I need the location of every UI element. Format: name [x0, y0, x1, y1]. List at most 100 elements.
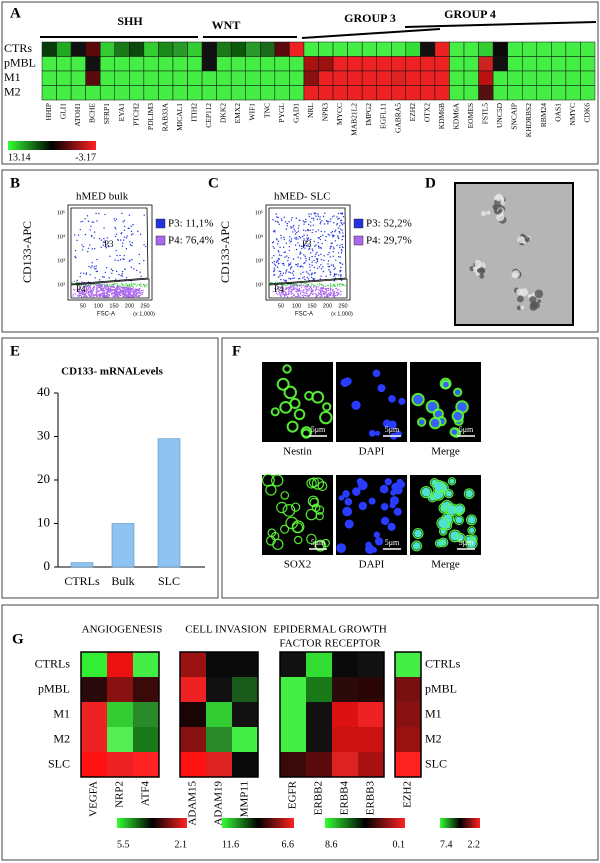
colorbar-label: 6.6	[282, 839, 295, 850]
bar	[70, 562, 94, 568]
event-dot	[272, 219, 274, 221]
event-dot	[102, 276, 104, 278]
event-dot	[328, 234, 331, 236]
event-dot	[138, 262, 141, 265]
event-dot	[331, 242, 334, 244]
event-dot	[320, 291, 322, 294]
event-dot	[136, 284, 139, 286]
stain	[434, 539, 444, 548]
legend-swatch	[155, 218, 166, 229]
cell-cluster	[472, 266, 477, 271]
event-dot	[331, 234, 334, 237]
event-dot	[336, 294, 339, 296]
event-dot	[124, 295, 126, 297]
event-dot	[272, 230, 275, 233]
heatmap-cell	[358, 752, 384, 777]
event-dot	[84, 218, 86, 220]
event-dot	[90, 295, 93, 298]
event-dot	[125, 290, 127, 293]
column-label: MMP11	[239, 781, 251, 817]
cell-cluster	[512, 272, 518, 279]
x-tick-label: 100	[292, 303, 301, 309]
event-dot	[317, 229, 320, 231]
event-dot	[320, 264, 322, 266]
event-dot	[117, 295, 119, 297]
row-label: M1	[4, 70, 21, 84]
gene-label: NRL	[306, 103, 315, 118]
event-dot	[115, 270, 118, 273]
event-dot	[111, 291, 113, 293]
event-dot	[325, 285, 327, 288]
event-dot	[310, 213, 312, 215]
event-dot	[132, 283, 134, 285]
event-dot	[86, 215, 89, 217]
heatmap-cell	[274, 41, 290, 57]
heatmap-cell	[41, 85, 57, 101]
event-dot	[107, 291, 110, 293]
event-dot	[100, 293, 103, 295]
cell-cluster	[499, 213, 503, 217]
y-tick-label: 10³	[57, 258, 65, 264]
event-dot	[83, 285, 86, 288]
heatmap-cell	[361, 85, 377, 101]
event-dot	[309, 266, 311, 268]
event-dot	[321, 242, 323, 245]
event-dot	[287, 291, 289, 293]
event-dot	[79, 275, 81, 278]
heatmap-cell	[492, 85, 508, 101]
gene-label: GABRA5	[393, 103, 402, 133]
stain	[447, 477, 457, 486]
event-dot	[138, 291, 140, 294]
y-tick-label: 10⁵	[255, 210, 263, 216]
event-dot	[298, 288, 301, 290]
nucleus	[398, 397, 406, 405]
event-dot	[328, 265, 331, 268]
event-dot	[332, 236, 334, 238]
event-dot	[325, 291, 327, 294]
event-dot	[273, 263, 276, 265]
event-dot	[315, 253, 317, 255]
event-dot	[316, 267, 319, 269]
heatmap-frame	[80, 651, 160, 778]
event-dot	[318, 266, 321, 268]
event-dot	[311, 231, 313, 234]
stain	[411, 540, 423, 552]
event-dot	[318, 284, 320, 286]
heatmap-cell	[245, 70, 261, 86]
nucleus	[465, 489, 473, 498]
bar	[111, 523, 135, 568]
gene-label: NMYC	[568, 103, 577, 126]
event-dot	[337, 227, 340, 229]
event-dot	[76, 288, 79, 291]
event-dot	[273, 229, 276, 232]
nucleus	[468, 527, 475, 534]
event-dot	[81, 249, 84, 251]
gene-label: KDM6A	[451, 102, 460, 129]
event-dot	[333, 215, 335, 217]
event-dot	[271, 257, 273, 259]
event-dot	[117, 239, 119, 242]
event-dot	[270, 282, 272, 284]
stain	[306, 533, 317, 545]
heatmap-cell	[232, 727, 258, 752]
event-dot	[76, 239, 78, 242]
event-dot	[87, 290, 90, 293]
event-dot	[290, 290, 292, 293]
event-dot	[314, 255, 316, 258]
event-dot	[316, 251, 318, 254]
nucleus	[374, 537, 384, 546]
event-dot	[141, 292, 143, 294]
event-dot	[302, 229, 305, 231]
event-dot	[323, 223, 326, 225]
colorbar-label: 2.2	[468, 839, 481, 850]
event-dot	[93, 285, 96, 288]
event-dot	[95, 284, 97, 286]
event-dot	[84, 293, 87, 295]
event-dot	[310, 225, 312, 227]
group-label: SHH	[117, 14, 143, 28]
x-tick-label: 100	[94, 303, 103, 309]
event-dot	[309, 287, 312, 289]
event-dot	[319, 290, 322, 292]
nucleus	[455, 389, 461, 395]
event-dot	[320, 235, 322, 238]
